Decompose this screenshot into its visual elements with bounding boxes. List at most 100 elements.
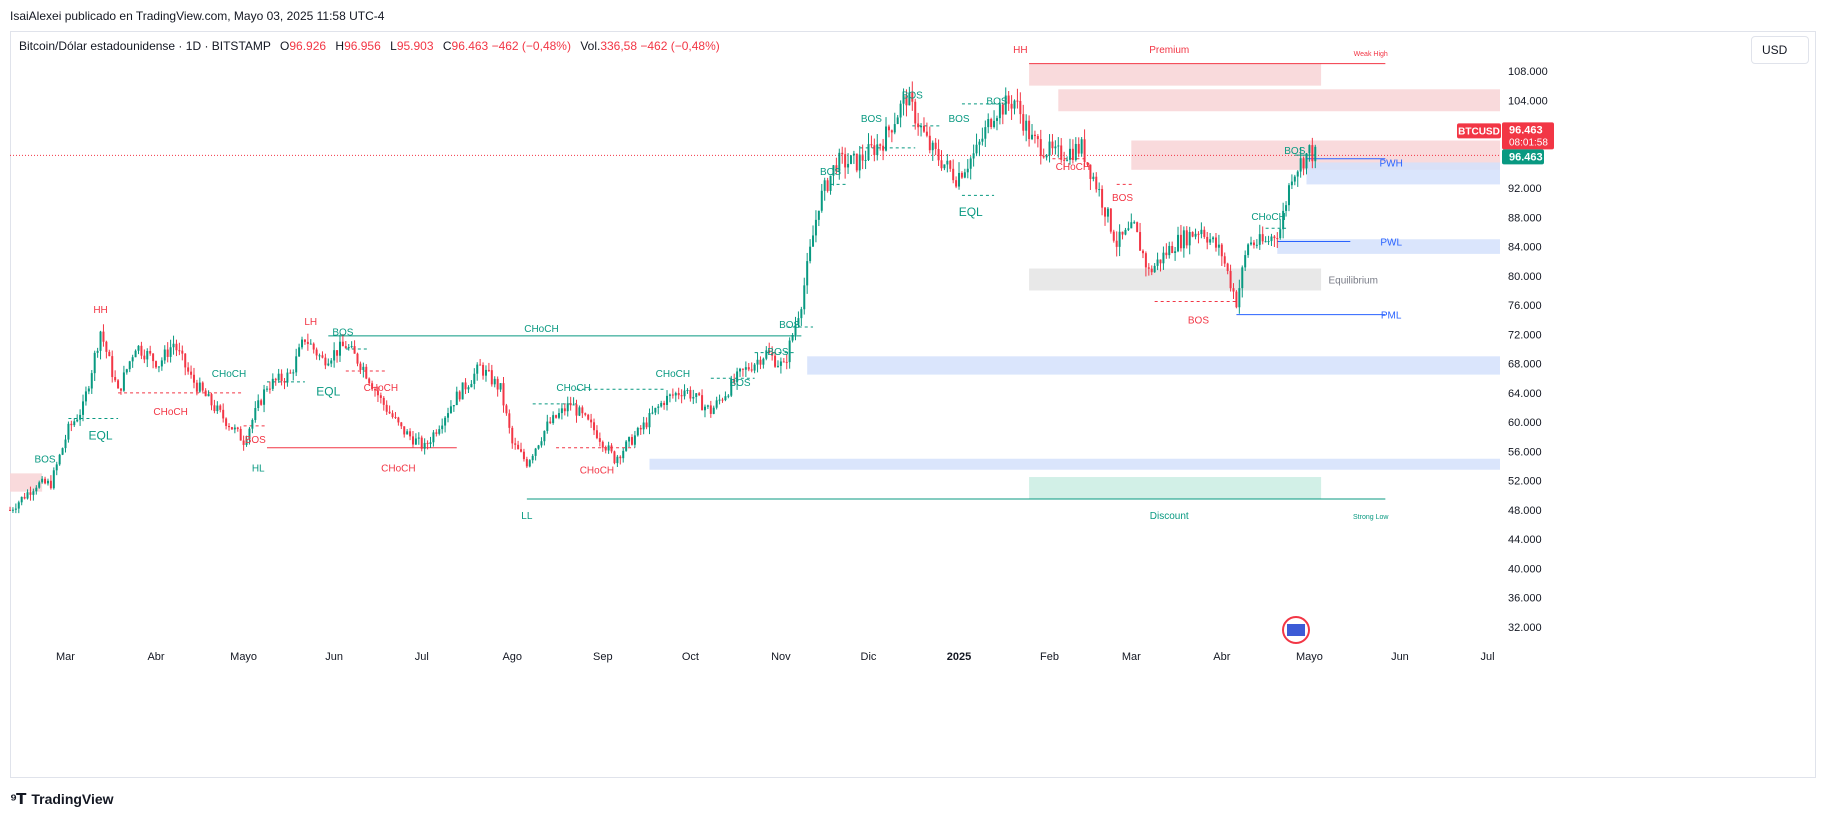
candle-body: [896, 117, 899, 125]
candle-body: [385, 404, 388, 412]
candle-body: [1080, 139, 1083, 154]
candle-body: [534, 448, 537, 456]
candle-body: [467, 387, 470, 390]
candle-body: [630, 437, 633, 445]
candle-body: [175, 343, 178, 351]
candle-body: [718, 399, 721, 401]
x-tick-label: Jul: [1481, 651, 1495, 663]
candle-body: [727, 395, 730, 397]
candle-body: [371, 383, 374, 390]
candle-body: [1279, 229, 1282, 239]
candle-body: [14, 508, 17, 510]
structure-label: CHoCH: [580, 466, 614, 477]
x-tick-label: Jun: [325, 651, 343, 663]
close-value: 96.463 −462 (−0,48%): [451, 39, 571, 53]
tradingview-brand[interactable]: ⁹𝗧 TradingView: [10, 790, 114, 808]
candle-body: [271, 378, 274, 389]
candle-body: [96, 350, 99, 353]
y-tick-label: 60.000: [1508, 417, 1542, 429]
zone-red-1: [1029, 63, 1322, 86]
candle-body: [814, 219, 817, 236]
candle-body: [29, 492, 32, 495]
x-tick-label: Mar: [1122, 651, 1141, 663]
candle-body: [400, 422, 403, 427]
candle-body: [356, 353, 359, 364]
candle-body: [744, 367, 747, 370]
candle-body: [686, 390, 689, 392]
candle-body: [1162, 252, 1165, 264]
candle-body: [1258, 234, 1261, 245]
candle-body: [946, 160, 949, 165]
candle-body: [157, 366, 160, 368]
candle-body: [1092, 176, 1095, 179]
candle-body: [172, 343, 175, 348]
candle-body: [590, 419, 593, 423]
candle-body: [680, 395, 683, 397]
candle-body: [1031, 134, 1034, 140]
symbol-title[interactable]: Bitcoin/Dólar estadounidense · 1D · BITS…: [19, 39, 271, 53]
candle-body: [263, 389, 266, 405]
open-value: 96.926: [289, 39, 327, 53]
y-tick-label: 76.000: [1508, 300, 1542, 312]
candle-body: [995, 118, 998, 121]
candle-body: [817, 210, 820, 220]
candle-body: [1066, 159, 1069, 161]
candle-body: [163, 349, 166, 361]
currency-button[interactable]: USD: [1751, 36, 1809, 64]
candle-body: [76, 419, 79, 422]
candle-body: [1267, 241, 1270, 243]
candle-body: [1197, 233, 1200, 235]
candle-body: [864, 159, 867, 161]
candle-body: [406, 431, 409, 435]
candle-body: [1214, 237, 1217, 248]
candle-body: [79, 414, 82, 420]
structure-label: BOS: [767, 347, 788, 358]
candle-body: [747, 367, 750, 370]
y-tick-label: 40.000: [1508, 563, 1542, 575]
candle-body: [575, 404, 578, 416]
structure-label: BOS: [332, 327, 353, 338]
structure-label: EQL: [316, 384, 340, 398]
candle-body: [1314, 146, 1317, 162]
structure-label: CHoCH: [212, 369, 246, 380]
tradingview-logo-icon: ⁹𝗧: [10, 791, 26, 808]
candle-body: [213, 405, 216, 412]
price-tag-green-value: 96.463: [1509, 151, 1543, 163]
candle-body: [1165, 252, 1168, 256]
candle-body: [1273, 236, 1276, 239]
zone-red-0: [10, 473, 43, 492]
candle-body: [928, 135, 931, 151]
candle-body: [487, 369, 490, 371]
chart-panel[interactable]: [10, 31, 1816, 778]
candle-body: [835, 165, 838, 172]
candle-body: [683, 390, 686, 397]
candle-body: [368, 378, 371, 384]
candle-body: [312, 343, 315, 350]
candle-body: [277, 373, 280, 381]
candle-body: [1010, 103, 1013, 109]
candle-body: [46, 480, 49, 484]
candle-body: [741, 368, 744, 370]
candle-body: [32, 491, 35, 495]
candle-body: [102, 331, 105, 342]
candle-body: [1156, 259, 1159, 266]
candle-body: [522, 451, 525, 460]
candle-body: [639, 427, 642, 430]
candle-body: [706, 405, 709, 407]
candle-body: [1235, 291, 1238, 308]
candle-body: [169, 347, 172, 357]
x-tick-label: Abr: [147, 651, 164, 663]
structure-label: PML: [1381, 311, 1402, 322]
candle-body: [254, 408, 257, 420]
y-tick-label: 44.000: [1508, 534, 1542, 546]
candle-body: [555, 415, 558, 418]
candle-body: [998, 104, 1001, 119]
candle-body: [914, 101, 917, 124]
candle-body: [482, 364, 485, 376]
candle-body: [610, 445, 613, 452]
candle-body: [832, 165, 835, 176]
candle-body: [849, 155, 852, 164]
candle-body: [388, 411, 391, 414]
candle-body: [601, 441, 604, 448]
